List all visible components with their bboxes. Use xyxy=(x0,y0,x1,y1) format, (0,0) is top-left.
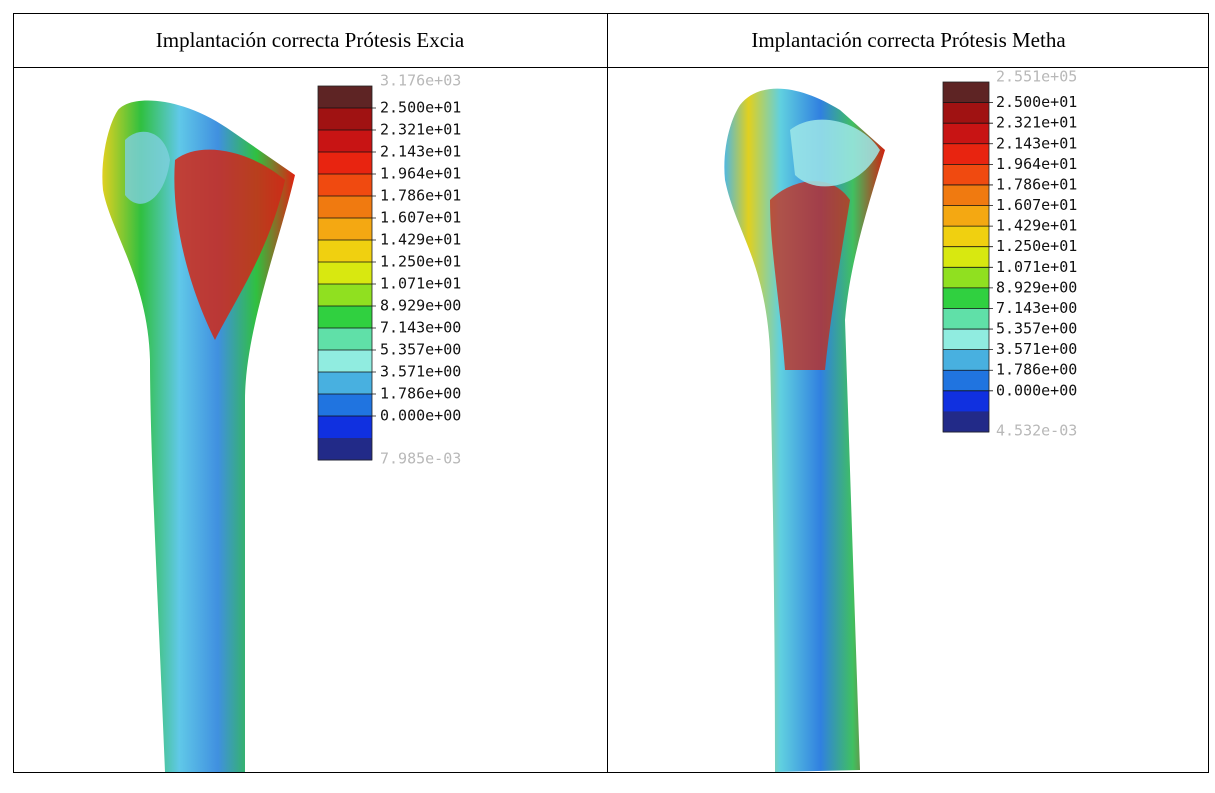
colorbar-band xyxy=(318,262,372,285)
colorbar-band xyxy=(318,152,372,175)
colorbar-band xyxy=(943,247,989,268)
legend-label: 8.929e+00 xyxy=(380,297,461,315)
legend-label: 0.000e+00 xyxy=(380,407,461,425)
colorbar-band xyxy=(318,86,372,109)
legend-label: 3.176e+03 xyxy=(380,72,461,90)
legend-label: 1.786e+01 xyxy=(380,187,461,205)
legend-label: 1.429e+01 xyxy=(996,217,1077,235)
legend-label: 0.000e+00 xyxy=(996,381,1077,399)
colorbar-band xyxy=(318,196,372,219)
legend-label: 1.786e+01 xyxy=(996,175,1077,193)
colorbar-band xyxy=(943,329,989,350)
legend-label: 2.321e+01 xyxy=(996,114,1077,132)
legend-label: 1.607e+01 xyxy=(380,209,461,227)
legend-label: 1.250e+01 xyxy=(380,253,461,271)
colorbar-band xyxy=(318,372,372,395)
legend-label: 1.786e+00 xyxy=(996,361,1077,379)
colorbar-band xyxy=(943,185,989,206)
legend-label: 7.143e+00 xyxy=(996,299,1077,317)
colorbar-band xyxy=(943,308,989,329)
colorbar-band xyxy=(318,218,372,241)
legend-label: 2.143e+01 xyxy=(380,143,461,161)
colorbar-band xyxy=(318,350,372,373)
colorbar-band xyxy=(318,306,372,329)
colorbar-band xyxy=(318,108,372,131)
legend-label: 2.143e+01 xyxy=(996,134,1077,152)
legend-label: 1.786e+00 xyxy=(380,385,461,403)
legend-label: 1.250e+01 xyxy=(996,237,1077,255)
colorbar-band xyxy=(943,103,989,124)
colorbar-band xyxy=(318,174,372,197)
colorbar-band xyxy=(943,391,989,412)
legend-label: 1.607e+01 xyxy=(996,196,1077,214)
colorbar-band xyxy=(318,328,372,351)
colorbar-band xyxy=(943,370,989,391)
legend-label: 5.357e+00 xyxy=(380,341,461,359)
colorbar-band xyxy=(943,82,989,103)
legend-label: 8.929e+00 xyxy=(996,278,1077,296)
colorbar-band xyxy=(318,284,372,307)
legend-label: 3.571e+00 xyxy=(996,340,1077,358)
colorbar-band xyxy=(943,350,989,371)
colorbar-band xyxy=(943,206,989,227)
legend-label: 2.500e+01 xyxy=(996,93,1077,111)
bone-image xyxy=(102,100,295,772)
legend-label: 1.964e+01 xyxy=(996,155,1077,173)
colorbar-band xyxy=(318,438,372,461)
legend-label: 2.321e+01 xyxy=(380,121,461,139)
colorbar-band xyxy=(943,411,989,432)
legend-label: 1.071e+01 xyxy=(380,275,461,293)
legend-label: 1.964e+01 xyxy=(380,165,461,183)
colorbar-band xyxy=(943,267,989,288)
legend-label: 4.532e-03 xyxy=(996,422,1077,440)
legend-label: 3.571e+00 xyxy=(380,363,461,381)
legend-label: 7.143e+00 xyxy=(380,319,461,337)
legend-label: 7.985e-03 xyxy=(380,450,461,468)
colorbar-band xyxy=(943,164,989,185)
colorbar-band xyxy=(318,130,372,153)
colorbar-band xyxy=(943,226,989,247)
colorbar-band xyxy=(318,240,372,263)
legend-label: 2.551e+05 xyxy=(996,68,1077,86)
bone-image xyxy=(724,89,885,772)
figures: 3.176e+03 2.500e+01 2.321e+01 2.143e+01 1.96… xyxy=(0,0,1215,793)
colorbar-band xyxy=(943,123,989,144)
legend-label: 1.071e+01 xyxy=(996,258,1077,276)
legend-label: 1.429e+01 xyxy=(380,231,461,249)
legend-label: 2.500e+01 xyxy=(380,99,461,117)
legend-label: 5.357e+00 xyxy=(996,320,1077,338)
page: {"panels": [ {"title": "Implantación cor… xyxy=(0,0,1215,793)
colorbar-band xyxy=(318,416,372,439)
colorbar-band xyxy=(318,394,372,417)
colorbar-band xyxy=(943,288,989,309)
colorbar-band xyxy=(943,144,989,165)
